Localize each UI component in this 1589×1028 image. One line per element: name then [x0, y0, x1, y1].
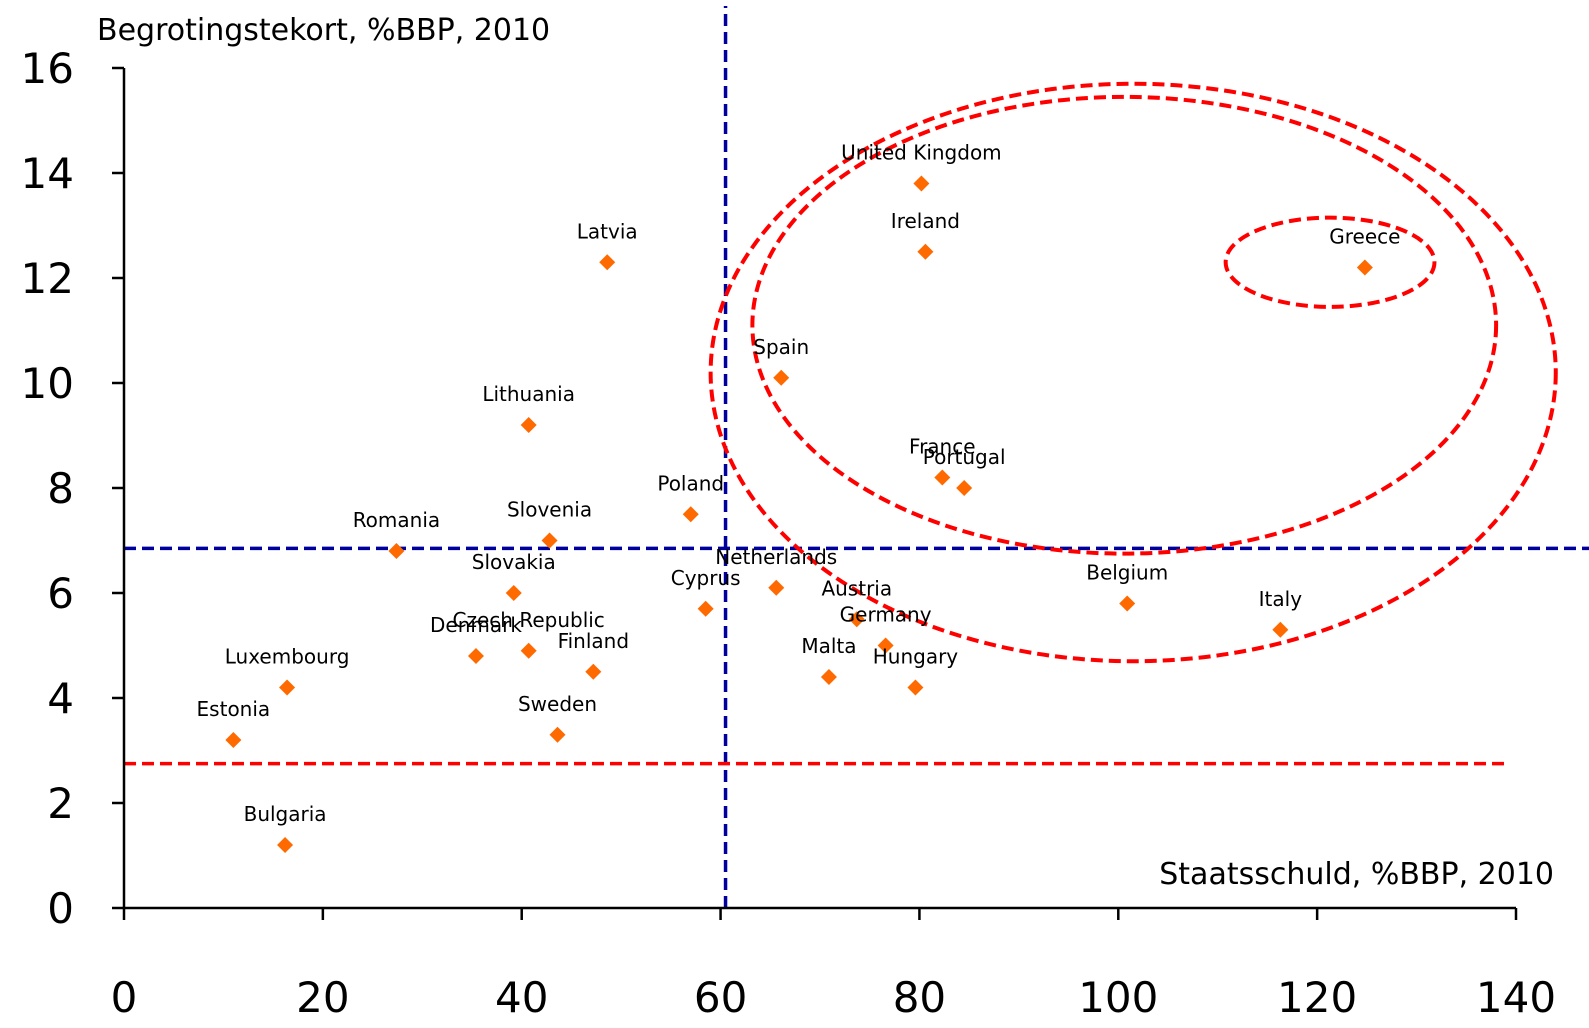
- x-axis-ticks: 0 20 40 60 80 100 120 140: [111, 908, 1556, 1022]
- data-point-label: Luxembourg: [225, 645, 350, 669]
- data-point: [877, 637, 894, 654]
- data-point-label: France: [909, 435, 976, 459]
- x-tick-label: 0: [111, 973, 138, 1022]
- data-point-label: Spain: [753, 335, 809, 359]
- data-point: [225, 732, 242, 748]
- data-point: [913, 175, 930, 192]
- y-tick-label: 16: [21, 44, 74, 93]
- highlight-ellipse: [1223, 215, 1437, 309]
- y-tick-label: 0: [47, 884, 74, 933]
- data-point: [956, 480, 973, 496]
- data-point-label: Finland: [558, 629, 629, 653]
- data-point: [768, 579, 785, 596]
- data-point: [848, 611, 865, 628]
- highlight-ellipse: [708, 81, 1558, 664]
- data-point: [520, 642, 537, 659]
- data-point: [917, 243, 934, 260]
- data-point: [697, 600, 714, 617]
- data-point-label: Czech Republic: [453, 608, 605, 632]
- data-point-label: United Kingdom: [841, 141, 1002, 165]
- data-point-label: Lithuania: [482, 382, 575, 406]
- data-point: [520, 417, 537, 433]
- x-axis-title: Staatsschuld, %BBP, 2010: [1159, 857, 1554, 892]
- data-point: [773, 369, 790, 386]
- data-point-label: Malta: [801, 634, 856, 658]
- data-point-label: Bulgaria: [244, 802, 327, 826]
- data-point-label: Netherlands: [715, 545, 837, 569]
- x-tick-label: 80: [893, 973, 946, 1022]
- data-point: [1272, 621, 1289, 638]
- data-point: [934, 469, 951, 486]
- data-point: [549, 726, 566, 743]
- data-point-label: Romania: [353, 508, 440, 532]
- data-point: [1119, 595, 1136, 612]
- highlight-ellipse: [750, 94, 1499, 556]
- data-point-label: Slovakia: [472, 550, 556, 574]
- data-point-label: Latvia: [577, 219, 638, 243]
- reference-overlays: [124, 6, 1589, 908]
- data-point-label: Sweden: [518, 692, 597, 716]
- data-point-label: Austria: [821, 576, 892, 600]
- data-point-label: Ireland: [891, 209, 960, 233]
- data-point: [599, 254, 616, 271]
- data-point-label: Hungary: [873, 645, 959, 669]
- y-tick-label: 10: [21, 359, 74, 408]
- x-tick-label: 60: [694, 973, 747, 1022]
- data-point-labels: United Kingdom Ireland Greece Latvia Spain Li…: [197, 141, 1401, 827]
- y-tick-label: 8: [47, 464, 74, 513]
- data-point: [277, 837, 294, 853]
- data-point: [388, 543, 405, 559]
- data-point: [820, 669, 837, 685]
- axes: 0 20 40 60 80 100 120 140 0 2 4 6 8 10 12 14 16: [21, 44, 1557, 1022]
- data-point: [1356, 259, 1373, 276]
- y-tick-label: 12: [21, 254, 74, 303]
- data-point-label: Italy: [1259, 587, 1303, 611]
- y-tick-label: 14: [21, 149, 74, 198]
- data-point: [541, 532, 558, 549]
- y-tick-label: 6: [47, 569, 74, 618]
- x-tick-label: 20: [296, 973, 349, 1022]
- y-tick-label: 4: [47, 674, 74, 723]
- data-point-label: Cyprus: [671, 566, 741, 590]
- y-tick-label: 2: [47, 779, 74, 828]
- data-point-label: Estonia: [197, 697, 271, 721]
- data-point: [279, 679, 296, 696]
- data-point-label: Portugal: [923, 445, 1006, 469]
- data-point: [907, 679, 924, 696]
- y-axis-ticks: 0 2 4 6 8 10 12 14 16: [21, 44, 124, 933]
- data-point-label: Germany: [840, 603, 932, 627]
- data-point: [467, 648, 484, 664]
- data-points: [225, 175, 1373, 853]
- data-point: [682, 506, 699, 523]
- data-point-label: Slovenia: [507, 498, 592, 522]
- x-tick-label: 140: [1476, 973, 1556, 1022]
- data-point-label: Belgium: [1086, 561, 1168, 585]
- data-point-label: Denmark: [430, 613, 522, 637]
- x-tick-label: 100: [1078, 973, 1158, 1022]
- data-point-label: Poland: [657, 471, 724, 495]
- x-tick-label: 40: [495, 973, 548, 1022]
- y-axis-title: Begrotingstekort, %BBP, 2010: [97, 13, 550, 48]
- data-point: [505, 585, 522, 601]
- data-point: [585, 663, 602, 680]
- x-tick-label: 120: [1277, 973, 1357, 1022]
- data-point-label: Greece: [1329, 225, 1400, 249]
